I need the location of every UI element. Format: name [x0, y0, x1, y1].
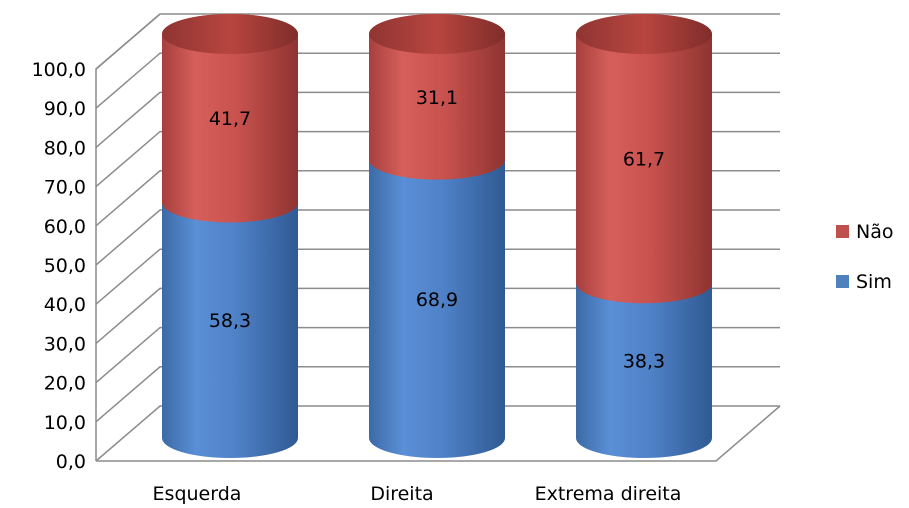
- x-tick-label: Extrema direita: [535, 483, 682, 505]
- legend-label: Não: [856, 221, 893, 243]
- bar-no-1: [369, 14, 505, 180]
- gridline-7: [95, 130, 780, 188]
- gridline-0: [95, 405, 780, 462]
- legend-swatch: [836, 275, 849, 288]
- legend-swatch: [836, 225, 849, 238]
- data-label: 68,9: [416, 289, 458, 311]
- bar-sim-2: [576, 263, 712, 458]
- bar-no-2: [576, 14, 712, 304]
- gridlines: [95, 13, 780, 462]
- data-label: 41,7: [209, 108, 251, 130]
- y-axis: 0,0 10,0 20,0 30,0 40,0 50,0 60,0 70,0 80,0 90,0 1…: [32, 59, 86, 473]
- floor-edge: [96, 405, 781, 462]
- y-tick-label: 70,0: [44, 177, 86, 199]
- y-tick-label: 50,0: [44, 255, 86, 277]
- bar-top-cap-0: [162, 14, 298, 54]
- y-tick-label: 20,0: [44, 373, 86, 395]
- gridline-8: [95, 91, 780, 148]
- x-tick-label: Direita: [370, 483, 433, 505]
- gridline-2: [95, 326, 780, 384]
- gridline-4: [95, 248, 780, 305]
- y-tick-label: 10,0: [44, 412, 86, 434]
- y-tick-label: 100,0: [32, 59, 86, 81]
- legend-label: Sim: [856, 271, 892, 293]
- bars: 58,3 41,7 68,9 31,1 38,3 61,7: [162, 14, 712, 459]
- gridline-6: [95, 170, 780, 227]
- data-label: 58,3: [209, 310, 251, 332]
- y-tick-label: 40,0: [44, 294, 86, 316]
- legend: Não Sim: [836, 221, 893, 293]
- y-tick-label: 30,0: [44, 333, 86, 355]
- bar-top-cap-2: [576, 14, 712, 54]
- bar-sim-1: [369, 139, 505, 459]
- bar-no-0: [162, 14, 298, 223]
- y-tick-label: 0,0: [56, 451, 86, 473]
- y-tick-label: 90,0: [44, 98, 86, 120]
- gridline-10: [95, 13, 780, 70]
- bar-sim-0: [162, 182, 298, 458]
- gridline-1: [95, 366, 780, 423]
- x-axis: Esquerda Direita Extrema direita: [153, 483, 682, 505]
- gridline-9: [95, 52, 780, 109]
- data-label: 61,7: [623, 149, 665, 171]
- gridline-3: [95, 287, 780, 344]
- x-tick-label: Esquerda: [153, 483, 242, 505]
- bar-top-cap-1: [369, 14, 505, 54]
- data-label: 31,1: [416, 87, 458, 109]
- y-tick-label: 60,0: [44, 216, 86, 238]
- y-tick-label: 80,0: [44, 137, 86, 159]
- gridline-5: [95, 209, 780, 266]
- data-label: 38,3: [623, 351, 665, 373]
